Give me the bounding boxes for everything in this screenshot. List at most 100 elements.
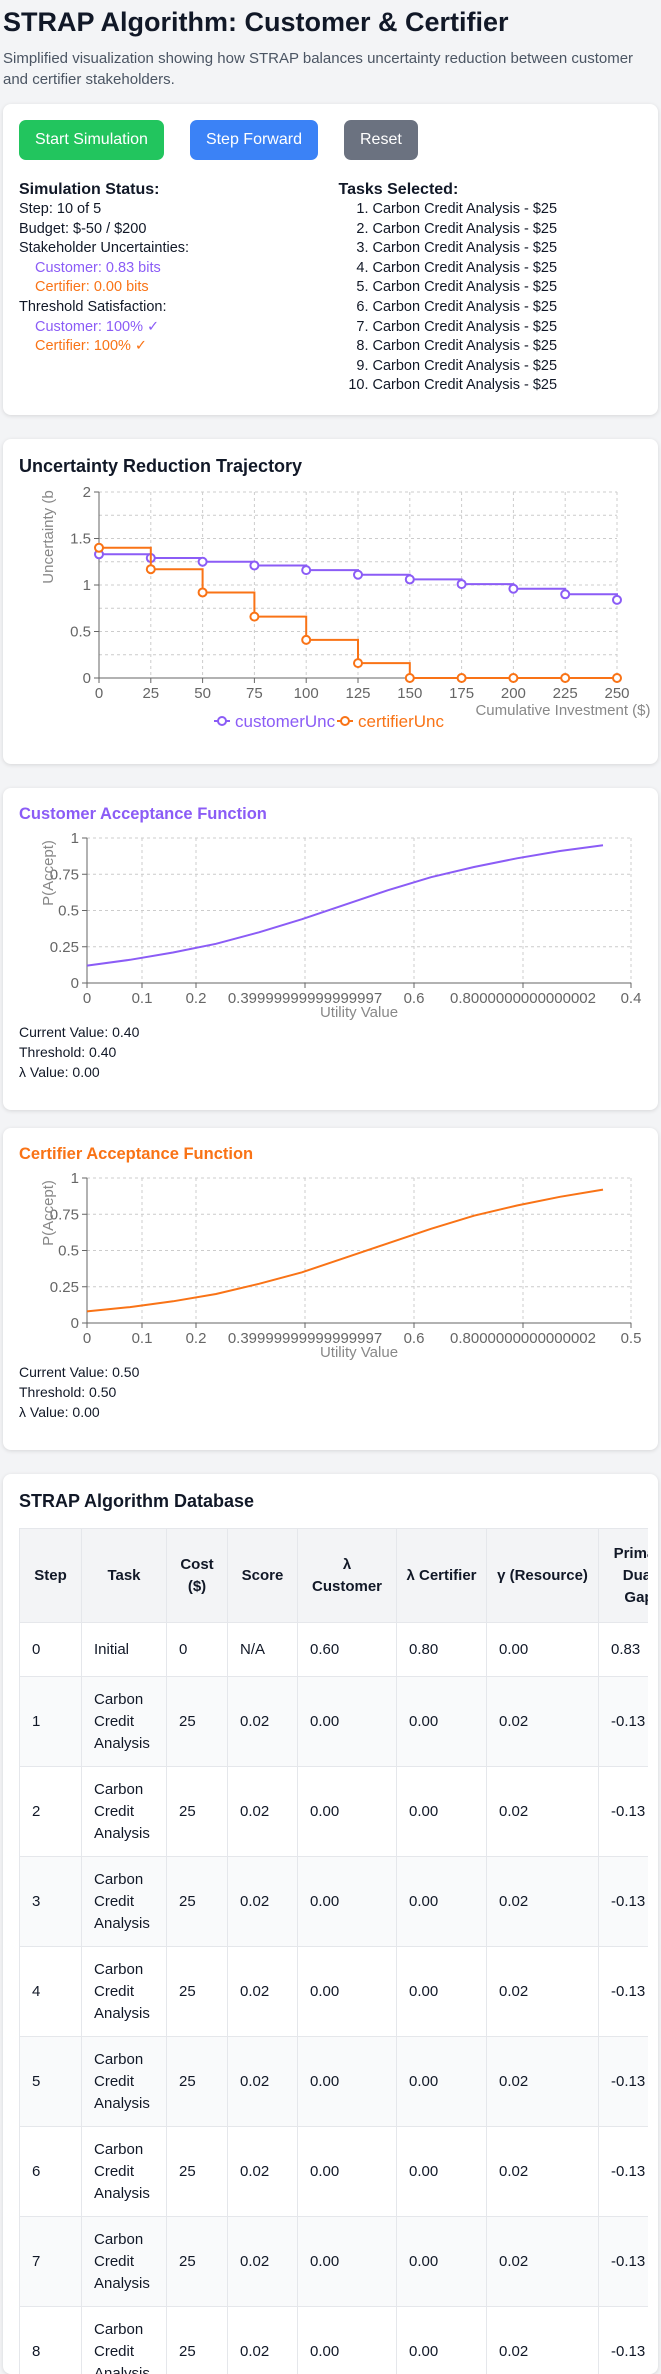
lambda-value: λ Value: 0.00: [19, 1402, 658, 1422]
data-point: [302, 636, 310, 644]
table-cell: 0.00: [397, 1767, 487, 1857]
x-tick-label: 75: [246, 685, 263, 702]
y-tick-label: 0.25: [50, 1279, 79, 1296]
table-cell: 25: [167, 1677, 228, 1767]
table-cell: N/A: [228, 1623, 298, 1677]
table-cell: -0.13: [599, 1857, 649, 1947]
page-subtitle: Simplified visualization showing how STR…: [3, 48, 653, 90]
table-cell: 0.02: [487, 2037, 599, 2127]
database-title: STRAP Algorithm Database: [19, 1490, 658, 1512]
table-cell: 0.00: [298, 2037, 397, 2127]
trajectory-title: Uncertainty Reduction Trajectory: [19, 455, 658, 477]
y-tick-label: 0: [83, 670, 91, 687]
step-forward-button[interactable]: Step Forward: [190, 120, 318, 160]
table-cell: 0.02: [228, 2217, 298, 2307]
column-header: λ Customer: [298, 1529, 397, 1623]
y-tick-label: 0: [71, 1315, 79, 1332]
y-axis-label: Uncertainty (b: [40, 490, 57, 583]
table-cell: 0.00: [298, 1947, 397, 2037]
table-cell: 0.83: [599, 1623, 649, 1677]
table-cell: 25: [167, 1767, 228, 1857]
table-cell: Carbon Credit Analysis: [82, 1857, 167, 1947]
table-cell: 0.00: [298, 2307, 397, 2374]
legend-marker: [341, 717, 349, 725]
table-cell: 8: [20, 2307, 82, 2374]
database-table: Step Task Cost ($) Score λ Customer λ Ce…: [19, 1528, 648, 2374]
data-point: [613, 596, 621, 604]
data-point: [509, 674, 517, 682]
data-point: [199, 558, 207, 566]
x-tick-label: 0.1: [132, 1330, 153, 1347]
acceptance-curve: [87, 845, 603, 965]
y-tick-label: 0.5: [58, 1243, 79, 1260]
column-header: λ Certifier: [397, 1529, 487, 1623]
legend-label: customerUnc: [235, 712, 336, 731]
table-cell: 0.02: [487, 2307, 599, 2374]
customer-acceptance-title: Customer Acceptance Function: [19, 804, 658, 824]
x-tick-label: 50: [194, 685, 211, 702]
task-item: Carbon Credit Analysis - $25: [373, 357, 659, 377]
table-cell: Carbon Credit Analysis: [82, 1677, 167, 1767]
x-tick-label: 0: [95, 685, 103, 702]
legend-marker: [218, 717, 226, 725]
x-tick-label: 0.2: [186, 1330, 207, 1347]
database-table-scroll[interactable]: Step Task Cost ($) Score λ Customer λ Ce…: [19, 1528, 648, 2374]
table-cell: 0.02: [228, 1767, 298, 1857]
table-cell: 0.02: [228, 1947, 298, 2037]
legend-label: certifierUnc: [358, 712, 444, 731]
table-cell: 0.02: [487, 1767, 599, 1857]
table-cell: 0.02: [228, 1857, 298, 1947]
step-counter: Step: 10 of 5: [19, 200, 339, 220]
data-point: [250, 613, 258, 621]
table-cell: 0.00: [397, 1947, 487, 2037]
table-cell: 25: [167, 2037, 228, 2127]
start-simulation-button[interactable]: Start Simulation: [19, 120, 164, 160]
table-cell: 0.00: [397, 2127, 487, 2217]
reset-button[interactable]: Reset: [344, 120, 418, 160]
column-header: Task: [82, 1529, 167, 1623]
data-point: [406, 674, 414, 682]
x-tick-label: 0.4: [621, 990, 642, 1007]
task-item: Carbon Credit Analysis - $25: [373, 278, 659, 298]
table-cell: 25: [167, 2217, 228, 2307]
x-tick-label: 25: [142, 685, 159, 702]
table-cell: 0.00: [298, 2127, 397, 2217]
task-item: Carbon Credit Analysis - $25: [373, 318, 659, 338]
y-tick-label: 1: [71, 830, 79, 847]
y-axis-label: P(Accept): [40, 1180, 57, 1246]
column-header: Cost ($): [167, 1529, 228, 1623]
x-tick-label: 0.5: [621, 1330, 642, 1347]
table-cell: Carbon Credit Analysis: [82, 2127, 167, 2217]
x-axis-label: Cumulative Investment ($): [475, 702, 650, 719]
customer-uncertainty: Customer: 0.83 bits: [19, 259, 339, 279]
task-item: Carbon Credit Analysis - $25: [373, 298, 659, 318]
tasks-heading: Tasks Selected:: [339, 180, 659, 200]
task-item: Carbon Credit Analysis - $25: [373, 259, 659, 279]
x-axis-label: Utility Value: [320, 1004, 398, 1021]
table-cell: 0.00: [397, 2217, 487, 2307]
table-cell: 6: [20, 2127, 82, 2217]
table-cell: 0.02: [228, 1677, 298, 1767]
table-cell: 25: [167, 2307, 228, 2374]
y-tick-label: 0.25: [50, 939, 79, 956]
table-cell: -0.13: [599, 2217, 649, 2307]
task-item: Carbon Credit Analysis - $25: [373, 239, 659, 259]
table-cell: 0.00: [298, 1857, 397, 1947]
task-item: Carbon Credit Analysis - $25: [373, 337, 659, 357]
current-value: Current Value: 0.50: [19, 1362, 658, 1382]
y-tick-label: 2: [83, 484, 91, 501]
x-tick-label: 0.8000000000000002: [450, 1330, 596, 1347]
column-header: γ (Resource): [487, 1529, 599, 1623]
table-cell: 0.02: [487, 2127, 599, 2217]
table-cell: 0.02: [487, 2217, 599, 2307]
y-tick-label: 1: [83, 577, 91, 594]
data-point: [458, 674, 466, 682]
